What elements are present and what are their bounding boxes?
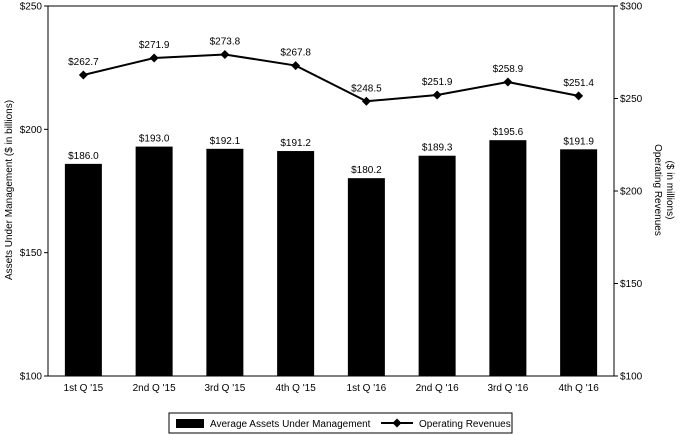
line-labels-layer: $262.7 $271.9 $273.8 $267.8 $248.5 $251.9 $258…: [68, 36, 594, 94]
bar-labels-layer: $186.0 $193.0 $192.1 $191.2 $180.2 $189.3 $195…: [68, 127, 594, 176]
bar-data-label: $193.0: [139, 134, 170, 145]
bar: [347, 178, 385, 376]
x-tick-label: 2nd Q '16: [416, 383, 459, 394]
revenue-point: [220, 49, 230, 59]
y-tick-label: $100: [20, 372, 43, 383]
x-tick-label: 4th Q '16: [558, 383, 599, 394]
x-tick-label: 3rd Q '15: [204, 383, 245, 394]
bars-layer: [64, 140, 598, 376]
revenue-point: [149, 53, 159, 63]
x-tick-label: 2nd Q '15: [133, 383, 176, 394]
y2-axis-label-line2: ($ in millions): [664, 161, 675, 220]
y2-tick-label: $300: [620, 2, 643, 13]
ticks-layer: $100 $150 $200 $250 $100 $150 $200 $250 $300 1st …: [20, 2, 643, 395]
revenue-data-label: $248.5: [351, 83, 382, 94]
revenue-line: [83, 53, 579, 103]
revenue-point: [574, 91, 584, 101]
axes-layer: [47, 5, 615, 377]
bar-data-label: $191.2: [280, 138, 311, 149]
legend-line-marker: [392, 418, 402, 428]
y2-tick-label: $250: [620, 94, 643, 105]
revenue-data-label: $271.9: [139, 40, 170, 51]
revenue-data-label: $273.8: [210, 36, 241, 47]
x-tick-label: 4th Q '15: [275, 383, 316, 394]
revenue-data-label: $251.4: [563, 78, 594, 89]
bar: [560, 149, 598, 376]
bar: [64, 163, 102, 376]
bar-data-label: $186.0: [68, 151, 99, 162]
y2-axis-label-line1: Operating Revenues: [652, 144, 663, 236]
bar-data-label: $195.6: [493, 127, 524, 138]
legend-bar-swatch: [176, 419, 204, 428]
revenue-data-label: $267.8: [280, 48, 311, 59]
y2-tick-label: $200: [620, 187, 643, 198]
revenue-point: [503, 77, 513, 87]
x-tick-label: 1st Q '16: [347, 383, 387, 394]
line-layer: [78, 49, 584, 106]
revenue-data-label: $258.9: [493, 64, 524, 75]
bar: [418, 155, 456, 376]
bar-data-label: $192.1: [210, 136, 241, 147]
x-tick-label: 3rd Q '16: [487, 383, 528, 394]
legend: Average Assets Under Management Operatin…: [168, 412, 513, 434]
bar: [135, 146, 173, 376]
revenue-data-label: $262.7: [68, 57, 99, 68]
bar-data-label: $180.2: [351, 165, 382, 176]
bar-data-label: $191.9: [563, 136, 594, 147]
bar: [206, 148, 244, 376]
y-tick-label: $250: [20, 2, 43, 13]
revenue-point: [78, 70, 88, 80]
y2-tick-label: $150: [620, 279, 643, 290]
bar: [489, 140, 527, 376]
legend-bar-label: Average Assets Under Management: [210, 419, 371, 430]
y-tick-label: $150: [20, 248, 43, 259]
revenue-point: [432, 90, 442, 100]
y-tick-label: $200: [20, 125, 43, 136]
y2-tick-label: $100: [620, 372, 643, 383]
x-tick-label: 1st Q '15: [64, 383, 104, 394]
plot-frame: [47, 5, 615, 377]
bar-data-label: $189.3: [422, 143, 453, 154]
y-axis-label: Assets Under Management ($ in billions): [4, 100, 15, 280]
revenue-point: [291, 61, 301, 71]
revenue-data-label: $251.9: [422, 77, 453, 88]
bar: [277, 151, 315, 376]
legend-line-label: Operating Revenues: [419, 419, 511, 430]
legend-box: [168, 412, 513, 434]
revenue-point: [361, 96, 371, 106]
